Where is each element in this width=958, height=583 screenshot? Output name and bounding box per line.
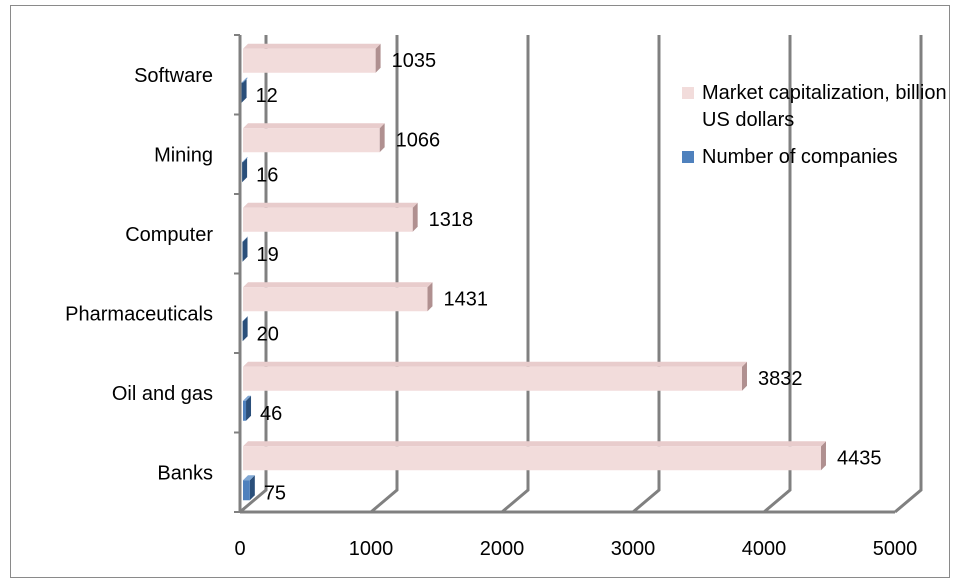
bar-market-cap — [243, 43, 381, 73]
bar-front — [243, 48, 376, 73]
bar-side — [246, 395, 252, 421]
labels: 0 1000 2000 3000 4000 5000 Banks 4435 75 Oil and … — [65, 50, 917, 560]
bar-top — [242, 157, 248, 163]
bar-top — [242, 236, 248, 242]
bar-front — [243, 446, 821, 471]
bar-side — [427, 282, 433, 312]
bar-top — [241, 77, 248, 83]
gridline — [632, 35, 661, 514]
bar-top — [243, 395, 252, 401]
category-label: Computer — [125, 224, 213, 246]
bar-market-cap — [243, 202, 418, 232]
data-label-companies: 46 — [260, 403, 282, 425]
bar-market-cap — [243, 282, 433, 312]
legend-label-companies: Number of companies — [702, 146, 898, 168]
chart-frame — [10, 5, 950, 578]
legend-label-market-cap: Market capitalization, billion US dollar… — [702, 82, 947, 131]
legend: Market capitalization, billion US dollar… — [682, 80, 952, 181]
gridline — [370, 35, 399, 514]
bar-side — [412, 202, 418, 232]
x-tick-label: 0 — [234, 538, 245, 560]
data-label-market-cap: 1035 — [392, 50, 437, 72]
bar-top — [243, 475, 255, 481]
x-tick-label: 3000 — [611, 538, 656, 560]
bar-front — [243, 480, 250, 501]
bar-market-cap — [243, 441, 826, 471]
data-label-market-cap: 1066 — [396, 129, 441, 151]
data-label-market-cap: 1318 — [429, 209, 474, 231]
category-label: Oil and gas — [112, 383, 213, 405]
legend-item-companies: Number of companies — [682, 144, 952, 171]
bar-top — [243, 43, 381, 49]
bar-front — [243, 128, 380, 153]
bar-side — [741, 361, 747, 391]
gridline — [894, 35, 923, 514]
bar-companies — [242, 236, 248, 262]
bar-front — [243, 287, 428, 312]
bar-top — [242, 316, 248, 322]
legend-swatch-companies — [682, 151, 694, 163]
axes — [234, 34, 895, 514]
bar-side — [375, 43, 381, 73]
bar-top — [243, 202, 418, 208]
bar-side — [820, 441, 826, 471]
bar-companies — [243, 475, 255, 501]
bar-companies — [241, 77, 248, 103]
bar-top — [243, 361, 747, 367]
data-label-market-cap: 3832 — [758, 368, 803, 390]
bar-companies — [242, 316, 248, 342]
bar-companies — [243, 395, 252, 421]
data-label-companies: 19 — [256, 244, 278, 266]
bar-side — [249, 475, 255, 501]
legend-item-market-cap: Market capitalization, billion US dollar… — [682, 80, 952, 134]
category-label: Software — [134, 65, 213, 87]
bar-market-cap — [243, 361, 747, 391]
bar-top — [243, 123, 385, 129]
bar-front — [243, 366, 742, 391]
gridline — [763, 35, 792, 514]
x-tick-label: 2000 — [480, 538, 525, 560]
bar-side — [379, 123, 385, 153]
x-tick-label: 4000 — [742, 538, 787, 560]
gridline — [501, 35, 530, 514]
bar-top — [243, 282, 433, 288]
bar-market-cap — [243, 123, 385, 153]
data-label-market-cap: 1431 — [443, 288, 488, 310]
bar-companies — [242, 157, 248, 183]
bar-side — [242, 236, 248, 262]
x-tick-label: 1000 — [349, 538, 394, 560]
data-label-market-cap: 4435 — [837, 447, 882, 469]
bar-side — [241, 77, 247, 103]
data-label-companies: 16 — [256, 164, 278, 186]
bar-front — [243, 207, 413, 232]
category-label: Mining — [154, 144, 213, 166]
bar-front — [243, 400, 247, 421]
legend-swatch-market-cap — [682, 87, 694, 99]
bar-side — [242, 157, 248, 183]
bars — [241, 43, 826, 501]
data-label-companies: 20 — [257, 323, 279, 345]
data-label-companies: 12 — [256, 85, 278, 107]
x-tick-label: 5000 — [873, 538, 918, 560]
category-label: Pharmaceuticals — [65, 303, 213, 325]
bar-side — [242, 316, 248, 342]
bar-top — [243, 441, 826, 447]
data-label-companies: 75 — [264, 482, 286, 504]
category-label: Banks — [157, 462, 213, 484]
